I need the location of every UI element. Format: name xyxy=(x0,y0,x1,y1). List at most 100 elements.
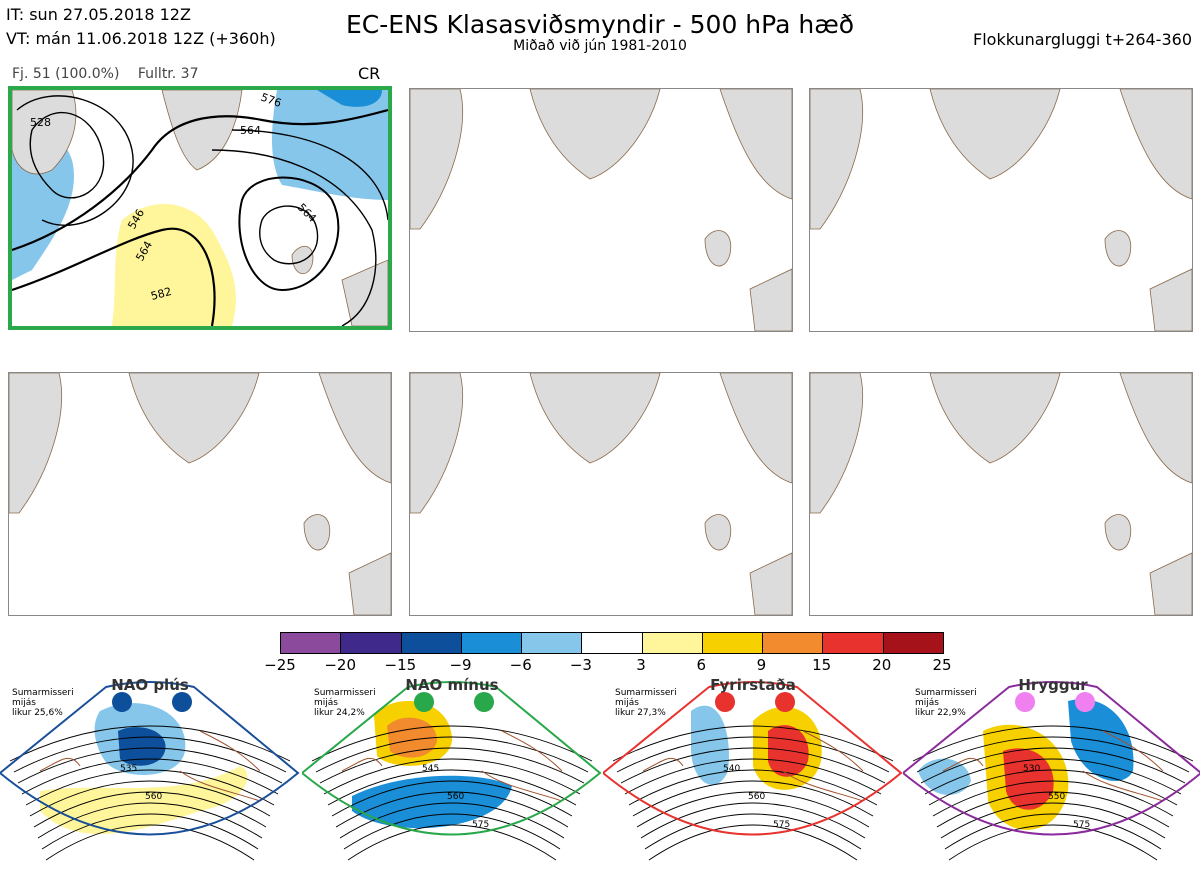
regime-title: Hryggur xyxy=(1018,676,1088,694)
colorbar-tick-label: 9 xyxy=(756,656,767,674)
height-contour xyxy=(916,736,1190,773)
height-contour xyxy=(319,747,585,784)
europe-land xyxy=(341,259,388,326)
height-contour xyxy=(944,813,1162,850)
britain-land xyxy=(291,245,314,275)
map-panel-6[interactable] xyxy=(809,372,1193,616)
regime-frame xyxy=(302,681,602,836)
map-panel-3[interactable] xyxy=(809,88,1193,332)
regime-dot xyxy=(172,692,192,712)
valid-time: VT: mán 11.06.2018 12Z (+360h) xyxy=(6,29,276,48)
regime-contour-label: 575 xyxy=(1073,820,1090,830)
regime-frame xyxy=(903,681,1200,836)
regime-contour-label: 540 xyxy=(723,764,740,774)
colorbar-swatch xyxy=(281,633,342,653)
init-time: IT: sun 27.05.2018 12Z xyxy=(6,5,191,24)
colorbar-swatch xyxy=(702,633,764,653)
regime-note-line: Sumarmisseri xyxy=(915,688,977,698)
regime-dot xyxy=(414,692,434,712)
height-contour xyxy=(924,758,1182,795)
regime-contour-label: 530 xyxy=(1023,764,1040,774)
regime-contour-label: 560 xyxy=(145,792,162,802)
regime-note: Sumarmisseri mijás likur 27,3% xyxy=(615,688,677,718)
regime-contour-label: 560 xyxy=(748,792,765,802)
anomaly-negative xyxy=(1068,699,1134,781)
map-panel-4[interactable] xyxy=(8,372,392,616)
height-contour xyxy=(948,824,1158,861)
contour-label: 582 xyxy=(149,285,173,303)
member-count: Fj. 51 (100.0%) xyxy=(12,66,120,82)
regime-title: Fyrirstaða xyxy=(710,676,796,694)
map-5-svg xyxy=(410,373,792,615)
colorbar-tick-label: −9 xyxy=(449,656,472,674)
regime-note-line: likur 24,2% xyxy=(314,708,365,718)
regime-note: Sumarmisseri mijás likur 24,2% xyxy=(314,688,376,718)
regime-note-line: mijás xyxy=(915,698,939,708)
height-contour xyxy=(315,736,589,773)
map-panel-5[interactable] xyxy=(409,372,793,616)
anomaly-positive xyxy=(40,766,248,835)
regime-note: Sumarmisseri mijás likur 25,6% xyxy=(12,688,74,718)
height-contour xyxy=(17,747,283,784)
regime-frame xyxy=(0,681,300,836)
height-contour xyxy=(620,747,886,784)
regime-note-line: Sumarmisseri xyxy=(314,688,376,698)
height-contour xyxy=(624,758,882,795)
contour-label: 564 xyxy=(295,201,319,225)
regime-dot xyxy=(775,692,795,712)
height-contour xyxy=(339,802,565,839)
coastline xyxy=(39,730,261,802)
colorbar-tick-label: −20 xyxy=(324,656,356,674)
colorbar-swatch xyxy=(582,633,643,653)
coastline xyxy=(942,730,1164,802)
colorbar-tick-label: 15 xyxy=(812,656,832,674)
regime-contour-label: 535 xyxy=(120,764,137,774)
regime-frame xyxy=(603,681,903,836)
regime-dot xyxy=(474,692,494,712)
regime-note-line: mijás xyxy=(314,698,338,708)
colorbar xyxy=(280,632,944,654)
height-contour xyxy=(311,725,593,762)
greenland-land xyxy=(161,90,243,171)
contour-label: 528 xyxy=(30,116,51,129)
height-contour xyxy=(636,791,870,828)
height-contour xyxy=(936,791,1170,828)
regime-panel[interactable]: 545 560 575 xyxy=(302,671,602,871)
regime-panel[interactable]: 535 560 xyxy=(0,671,300,871)
height-contour xyxy=(33,791,267,828)
colorbar-tick-label: −6 xyxy=(509,656,532,674)
colorbar-tick-label: −25 xyxy=(264,656,296,674)
map-2-svg xyxy=(410,89,792,331)
regime-dot xyxy=(1075,692,1095,712)
colorbar-tick-label: −15 xyxy=(384,656,417,674)
height-contour xyxy=(628,769,878,806)
contour-label: 564 xyxy=(240,124,261,137)
map-panel-1[interactable]: 528 546 564 564 564 582 576 xyxy=(8,86,392,330)
height-contour xyxy=(920,747,1186,784)
height-contour xyxy=(928,769,1178,806)
regime-note-line: Sumarmisseri xyxy=(615,688,677,698)
page-subtitle: Miðað við jún 1981-2010 xyxy=(513,38,687,54)
height-contours xyxy=(12,95,388,326)
height-contour xyxy=(616,736,890,773)
height-contour xyxy=(45,824,255,861)
regime-contour-label: 575 xyxy=(472,820,489,830)
anomaly-strong-positive xyxy=(1003,748,1054,810)
map-4-svg xyxy=(9,373,391,615)
height-contour xyxy=(29,780,271,817)
regime-contour-label: 560 xyxy=(447,792,464,802)
anomaly-negative-west xyxy=(918,758,971,795)
height-contour xyxy=(41,813,259,850)
height-contour xyxy=(331,780,573,817)
regime-contour-label: 575 xyxy=(773,820,790,830)
height-contour xyxy=(347,824,557,861)
regime-dot xyxy=(1015,692,1035,712)
regime-background xyxy=(603,682,901,835)
regime-panel[interactable]: 530 550 575 xyxy=(903,671,1200,871)
regime-panel[interactable]: 540 560 575 xyxy=(603,671,903,871)
map-panel-2[interactable] xyxy=(409,88,793,332)
height-contour xyxy=(335,791,569,828)
regime-note-line: likur 25,6% xyxy=(12,708,63,718)
height-contour xyxy=(37,802,263,839)
colorbar-swatch xyxy=(522,633,583,653)
